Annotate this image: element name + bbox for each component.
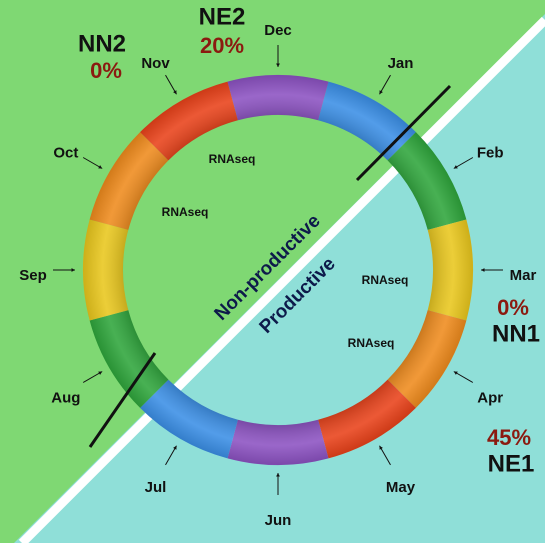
arrow-head [98,371,103,375]
arrow-head [173,445,177,450]
arrow-head [98,165,103,169]
group-name: NN1 [492,320,540,347]
group-percent: 0% [90,58,122,83]
month-label: Jul [145,479,167,496]
arrow [453,371,474,383]
arrow-head [481,268,485,272]
arrow-head [173,90,177,95]
arrow [453,157,474,169]
arrow-head [71,268,75,272]
month-label: Aug [51,389,80,406]
month-label: Nov [141,55,170,72]
group-percent: 20% [200,33,244,58]
month-label: Mar [510,267,537,284]
arrow [165,445,177,466]
arrow-head [276,63,280,67]
month-label: Jun [265,512,292,529]
arrow [379,445,391,466]
arrow [82,371,103,383]
rnaseq-label: RNAseq [209,152,256,166]
month-label: Apr [477,389,503,406]
arrow-head [276,473,280,477]
group-name: NE2 [199,3,246,30]
group-percent: 0% [497,295,529,320]
group-name: NE1 [488,450,535,477]
group-percent: 45% [487,425,531,450]
month-label: Sep [19,267,47,284]
divider [18,16,545,547]
arrow-head [379,90,383,95]
month-label: May [386,479,416,496]
month-label: Dec [264,22,292,39]
month-label: Jan [388,55,414,72]
arrow-head [379,445,383,450]
month-label: Feb [477,144,504,161]
group-name: NN2 [78,30,126,57]
month-labels: Jan Feb Mar Apr May Jun Jul Aug Sep Oct Nov Dec [19,22,536,529]
boundary-line [88,352,157,448]
boundary-line [355,84,452,182]
rnaseq-label: RNAseq [162,205,209,219]
rnaseq-label: RNAseq [348,336,395,350]
arrow-head [453,165,458,169]
arrow [165,74,177,95]
rnaseq-label: RNAseq [362,273,409,287]
month-label: Oct [53,144,78,161]
arrow-head [453,371,458,375]
arrow [379,74,391,95]
ring-shading [83,75,473,465]
arrow [82,157,103,169]
